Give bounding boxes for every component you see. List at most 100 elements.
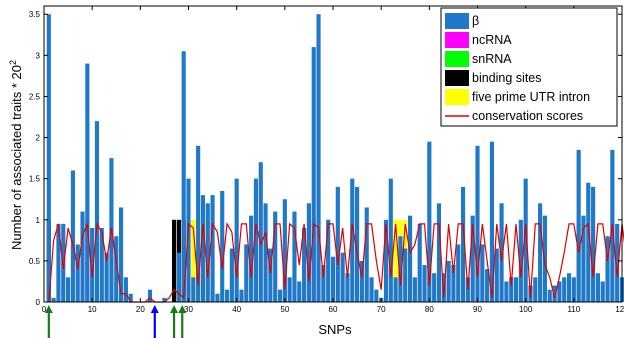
- beta-bar: [509, 277, 514, 302]
- beta-bar: [215, 293, 220, 302]
- beta-bar: [494, 248, 499, 302]
- beta-bar: [456, 244, 461, 302]
- beta-bar: [446, 260, 451, 302]
- beta-bar: [99, 228, 104, 302]
- beta-bar: [451, 265, 456, 302]
- y-tick-label: 3.5: [29, 10, 41, 19]
- beta-bar: [90, 228, 95, 302]
- beta-bar: [46, 14, 51, 302]
- beta-bar: [258, 162, 263, 302]
- beta-bar: [340, 252, 345, 302]
- beta-bar: [393, 277, 398, 302]
- beta-bar: [253, 178, 258, 302]
- beta-bar: [123, 277, 128, 302]
- beta-bar: [316, 14, 321, 302]
- beta-bar: [80, 211, 85, 302]
- beta-bar: [475, 145, 480, 302]
- beta-bar: [345, 273, 350, 302]
- beta-bar: [552, 285, 557, 302]
- beta-bar: [489, 141, 495, 302]
- beta-bar: [350, 178, 355, 302]
- x-tick-label: 110: [567, 305, 580, 314]
- y-axis-label-superscript: 2: [8, 60, 18, 65]
- beta-bar: [398, 236, 403, 302]
- beta-bar: [321, 265, 326, 302]
- beta-bar: [427, 141, 432, 302]
- x-tick-label: 30: [184, 305, 193, 314]
- annotation-bar: [171, 219, 177, 302]
- legend-entry: five prime UTR intron: [445, 89, 590, 105]
- legend-label: five prime UTR intron: [472, 90, 590, 104]
- beta-bar: [277, 289, 283, 302]
- beta-bar: [51, 297, 56, 302]
- snp-arrow: [170, 305, 179, 338]
- beta-bar: [542, 215, 547, 302]
- y-tick-label: 1: [36, 216, 41, 225]
- beta-bar: [513, 277, 519, 302]
- beta-bar: [547, 289, 552, 302]
- beta-bar: [432, 273, 437, 302]
- y-axis-label-main: Number of associated traits * 20: [9, 65, 24, 250]
- beta-bar: [263, 203, 268, 302]
- beta-bar: [369, 277, 374, 302]
- x-tick-label: 80: [425, 305, 434, 314]
- beta-bar: [114, 236, 119, 302]
- y-tick-label: 2.5: [29, 92, 41, 101]
- beta-bar: [571, 277, 576, 302]
- beta-bar: [119, 207, 124, 302]
- x-tick-label: 0: [42, 305, 47, 314]
- legend: β ncRNA snRNA binding sites five prime UTR i…: [440, 7, 618, 127]
- x-tick-label: 120: [615, 305, 624, 314]
- beta-bar: [408, 215, 413, 302]
- legend-entry: binding sites: [445, 70, 542, 86]
- legend-label: conservation scores: [472, 109, 583, 123]
- beta-bar: [210, 195, 215, 302]
- snp-arrow: [178, 305, 187, 338]
- axes: 0 0.5 1 1.5 2 2.5 3 3.5 0 10 20 30 40 50 60 70 80 90 100 11…: [29, 5, 624, 314]
- beta-bar: [302, 228, 307, 302]
- x-tick-label: 40: [232, 305, 241, 314]
- beta-bar: [383, 219, 389, 302]
- x-tick-label: 60: [329, 305, 338, 314]
- beta-bar: [326, 219, 331, 302]
- beta-bar: [306, 203, 311, 302]
- x-tick-label: 100: [519, 305, 533, 314]
- beta-bar: [403, 248, 408, 302]
- beta-bar: [176, 252, 181, 302]
- beta-bar: [191, 277, 196, 302]
- beta-bar: [417, 223, 422, 302]
- beta-bar: [330, 256, 336, 302]
- legend-entry: snRNA: [445, 51, 512, 67]
- snp-arrows: [44, 305, 187, 338]
- beta-bar: [128, 293, 133, 302]
- beta-bar: [388, 178, 393, 302]
- beta-bar: [229, 248, 234, 302]
- beta-bar: [70, 170, 75, 302]
- beta-bar: [460, 186, 466, 302]
- beta-bar: [557, 281, 562, 302]
- beta-bar: [287, 277, 292, 302]
- legend-label: snRNA: [472, 52, 512, 66]
- beta-bar: [523, 178, 528, 302]
- beta-bar: [196, 145, 201, 302]
- beta-bar: [335, 186, 340, 302]
- beta-bar: [234, 178, 239, 302]
- beta-bar: [297, 281, 302, 302]
- beta-bar: [239, 289, 244, 302]
- beta-bar: [615, 223, 620, 302]
- y-tick-label: 0: [36, 298, 41, 307]
- beta-bar: [518, 219, 523, 302]
- y-tick-label: 0.5: [29, 257, 41, 266]
- y-tick-label: 1.5: [29, 175, 41, 184]
- beta-bar: [104, 252, 109, 302]
- beta-bar: [224, 289, 230, 302]
- beta-bar: [61, 223, 66, 302]
- beta-bar: [533, 277, 538, 302]
- beta-bar: [562, 277, 567, 302]
- beta-bar: [85, 63, 90, 303]
- beta-bar: [200, 195, 206, 302]
- beta-bar: [292, 211, 297, 302]
- legend-box: [440, 7, 618, 127]
- x-tick-label: 70: [377, 305, 386, 314]
